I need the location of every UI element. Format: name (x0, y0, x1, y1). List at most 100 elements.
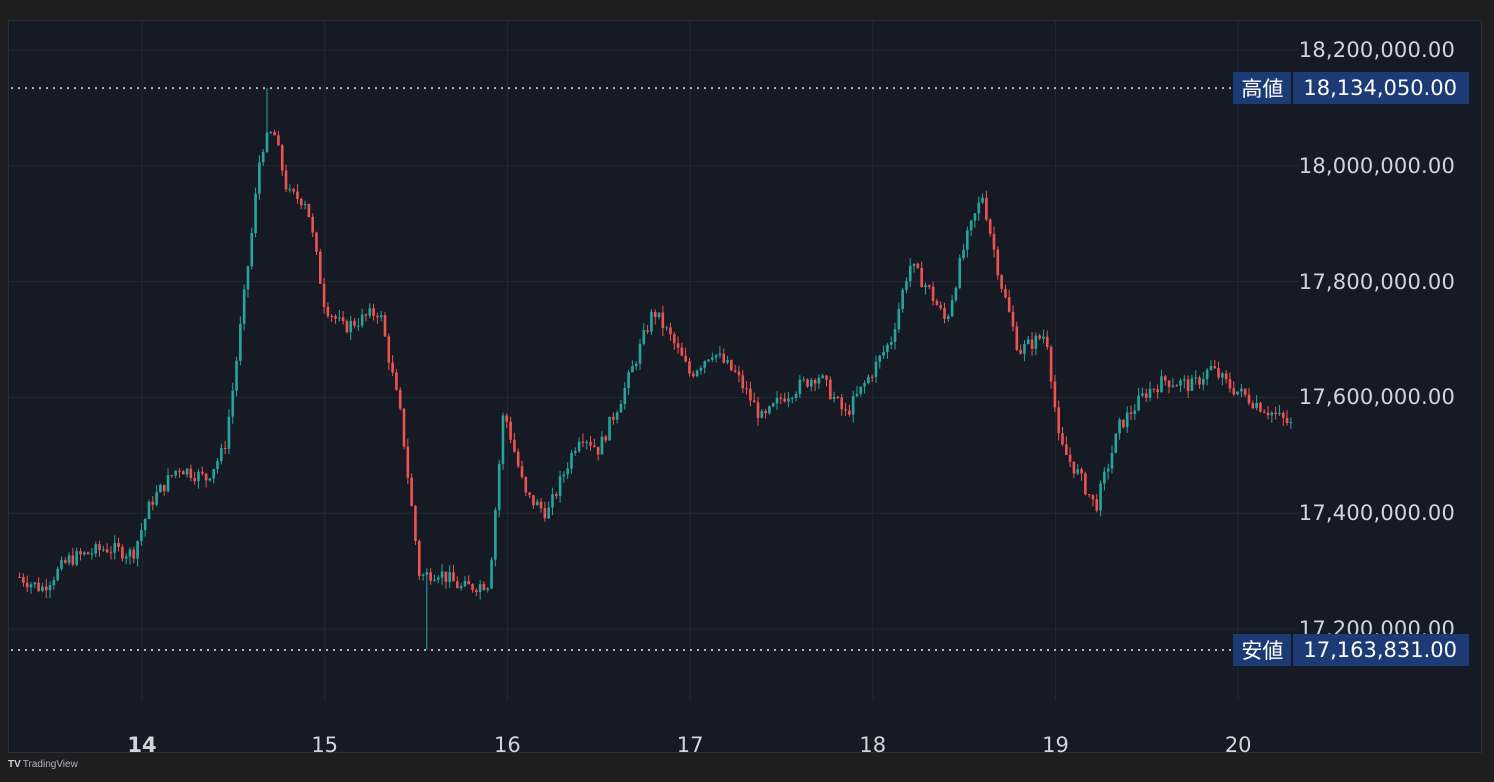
candle-up (1103, 471, 1106, 484)
candle-up (969, 220, 973, 231)
candle-up (1026, 339, 1030, 345)
candle-down (1095, 499, 1099, 511)
candle-down (927, 285, 931, 287)
candle-down (322, 283, 326, 307)
candle-down (1091, 494, 1095, 500)
candle-up (627, 372, 630, 389)
candle-down (204, 473, 208, 481)
candle-up (231, 390, 235, 417)
candle-down (988, 219, 992, 234)
candle-down (604, 436, 608, 441)
candle-up (908, 265, 912, 282)
chart-panel[interactable]: 18,200,000.00 18,000,000.00 17,800,000.0… (8, 20, 1483, 757)
candle-up (29, 584, 33, 588)
candle-down (1053, 381, 1057, 408)
candle-up (886, 344, 889, 353)
candle-down (1232, 388, 1236, 395)
x-tick-label: 18 (859, 733, 887, 757)
candle-down (364, 314, 368, 316)
candle-up (159, 484, 162, 493)
candle-down (1217, 368, 1220, 378)
candle-up (897, 308, 901, 330)
candle-up (75, 551, 78, 565)
candle-down (299, 198, 303, 206)
candle-up (615, 412, 619, 420)
candle-up (1209, 366, 1213, 370)
candle-up (798, 379, 802, 394)
candle-up (893, 329, 897, 342)
candle-down (345, 321, 349, 333)
candle-up (1034, 335, 1038, 349)
candle-down (612, 416, 615, 420)
candle-up (566, 468, 569, 475)
candle-down (764, 410, 767, 414)
candle-up (246, 266, 250, 290)
candle-up (1110, 452, 1114, 469)
candle-up (90, 553, 94, 555)
candle-down (376, 315, 379, 318)
candle-down (277, 135, 280, 146)
candle-down (326, 306, 330, 316)
candle-up (558, 476, 562, 496)
candle-up (1125, 412, 1129, 428)
candle-up (1160, 376, 1163, 393)
candle-up (239, 323, 242, 361)
candle-up (966, 230, 969, 250)
candle-up (33, 582, 37, 585)
candle-up (136, 541, 139, 559)
candle-down (105, 549, 109, 553)
candle-down (532, 495, 535, 506)
candle-down (387, 336, 391, 363)
candle-down (334, 315, 337, 319)
candle-down (920, 267, 923, 288)
candle-up (254, 193, 257, 234)
candle-down (916, 263, 920, 268)
candle-up (220, 447, 223, 462)
tradingview-mark-icon: TV (8, 759, 21, 770)
candle-down (452, 572, 455, 582)
candle-down (1262, 411, 1266, 413)
candle-up (631, 366, 634, 373)
candle-up (703, 361, 707, 368)
candle-down (985, 197, 988, 220)
candle-down (1175, 385, 1178, 387)
candle-up (623, 388, 627, 404)
candle-up (570, 452, 573, 469)
candle-up (1270, 412, 1274, 416)
candle-down (1247, 394, 1251, 404)
candle-up (562, 474, 566, 477)
candle-down (505, 415, 509, 422)
candle-up (1240, 388, 1243, 392)
candle-down (1038, 335, 1041, 339)
candle-down (672, 334, 676, 344)
candle-up (1114, 433, 1118, 453)
candlestick-plot[interactable] (9, 21, 1483, 754)
candle-up (1023, 344, 1026, 354)
candle-up (973, 213, 977, 221)
candle-down (1224, 373, 1228, 380)
tradingview-logo[interactable]: TV TradingView (8, 759, 78, 770)
candle-up (494, 509, 497, 560)
candle-down (1163, 376, 1167, 381)
candle-down (181, 471, 185, 475)
candle-up (261, 151, 265, 163)
candle-down (684, 355, 687, 362)
candle-down (749, 388, 752, 401)
candle-up (1171, 385, 1175, 387)
y-tick-label: 18,200,000.00 (1298, 38, 1455, 62)
candle-up (577, 441, 581, 452)
candle-down (653, 311, 657, 317)
candle-up (958, 258, 962, 288)
candle-down (741, 375, 745, 389)
candle-down (554, 494, 558, 496)
candle-up (440, 571, 444, 578)
candle-down (307, 203, 311, 217)
candle-up (947, 316, 950, 319)
candle-down (943, 308, 946, 319)
candle-down (1015, 326, 1019, 351)
candle-down (1122, 419, 1125, 428)
candle-up (1255, 402, 1258, 409)
candle-up (714, 354, 718, 358)
candle-down (737, 371, 741, 376)
